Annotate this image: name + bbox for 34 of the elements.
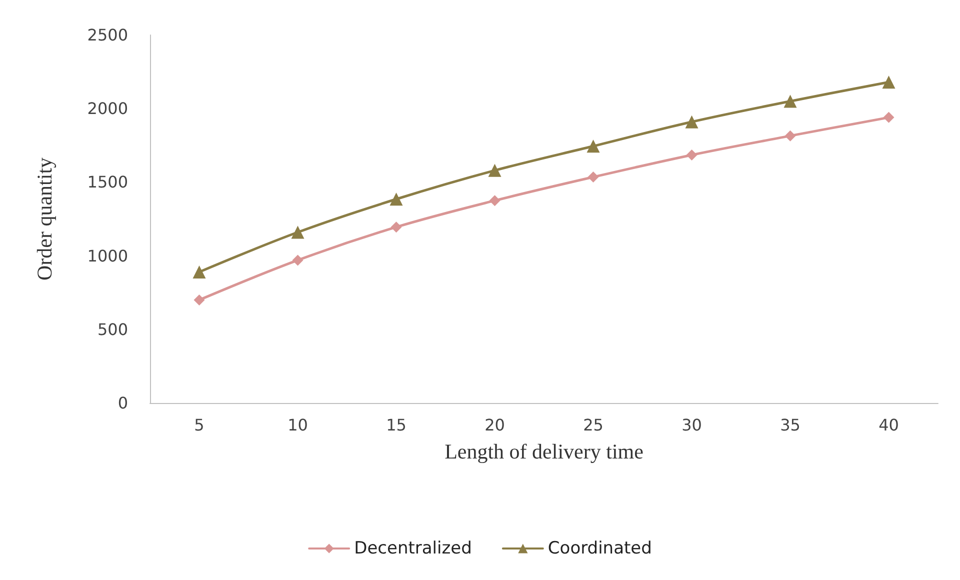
- x-axis-title: Length of delivery time: [444, 440, 644, 464]
- y-tick-label: 500: [97, 320, 128, 339]
- legend-label: Decentralized: [354, 538, 472, 558]
- y-tick-label: 1500: [87, 172, 128, 192]
- x-tick-label: 35: [780, 416, 800, 434]
- point: [784, 130, 796, 142]
- y-tick-label: 2000: [87, 99, 128, 118]
- x-tick-label: 40: [878, 416, 899, 434]
- y-axis-title: Order quantity: [32, 156, 56, 281]
- point: [882, 76, 896, 89]
- y-tick-label: 1000: [87, 246, 128, 266]
- point: [685, 115, 698, 128]
- x-tick-label: 25: [583, 416, 604, 434]
- point: [588, 172, 599, 183]
- x-tick-label: 5: [194, 416, 204, 434]
- x-tick-label: 30: [682, 416, 702, 434]
- point: [586, 140, 600, 153]
- point: [192, 265, 206, 278]
- y-tick-label: 2500: [87, 26, 128, 44]
- point: [292, 254, 304, 266]
- point: [883, 112, 894, 123]
- point: [489, 195, 500, 206]
- point: [784, 94, 797, 108]
- y-tick-label: 0: [118, 394, 128, 412]
- x-tick-label: 20: [484, 416, 505, 434]
- x-tick-label: 10: [288, 416, 308, 434]
- point: [291, 226, 304, 239]
- point: [194, 294, 205, 306]
- x-tick-label: 15: [386, 416, 406, 434]
- point: [686, 149, 698, 160]
- point: [488, 164, 502, 177]
- point: [390, 222, 402, 233]
- legend-label: Coordinated: [548, 538, 652, 558]
- point: [390, 192, 403, 206]
